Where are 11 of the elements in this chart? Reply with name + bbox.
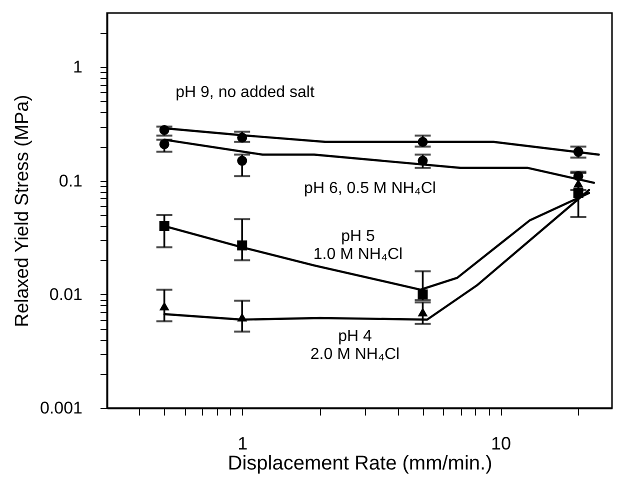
- x-tick-label: 10: [491, 434, 512, 454]
- y-tick-label: 0.1: [58, 171, 82, 190]
- annotation: pH 9, no added salt: [176, 84, 315, 101]
- annotation: pH 4 2.0 M NH₄Cl: [310, 328, 400, 363]
- x-axis-title: Displacement Rate (mm/min.): [228, 452, 492, 474]
- annotation: pH 5 1.0 M NH₄Cl: [313, 228, 403, 263]
- y-tick-label: 0.01: [49, 284, 82, 304]
- y-tick-label: 1: [73, 58, 82, 77]
- y-axis-title: Relaxed Yield Stress (MPa): [12, 94, 33, 328]
- y-tick-label: 0.001: [40, 398, 82, 418]
- annotation: pH 6, 0.5 M NH₄Cl: [304, 180, 436, 197]
